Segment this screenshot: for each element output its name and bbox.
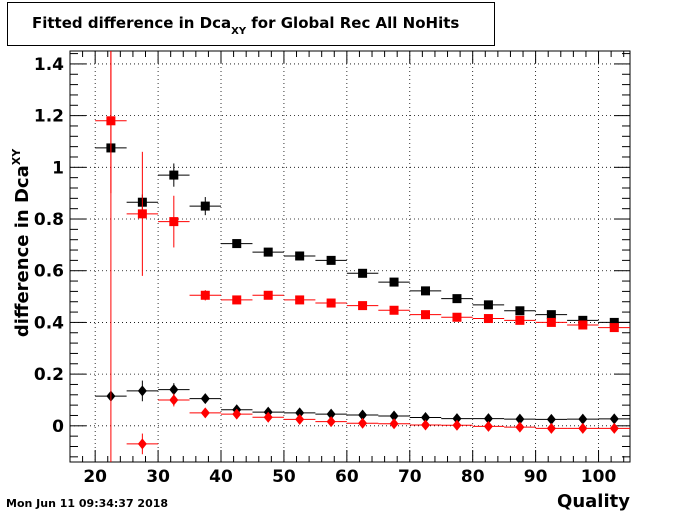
data-point-square: [421, 310, 431, 320]
data-point-diamond: [137, 438, 147, 450]
data-point-diamond: [295, 407, 305, 419]
data-point-diamond: [578, 422, 588, 434]
y-tick-label: 0.8: [34, 210, 64, 230]
data-point-square: [232, 295, 242, 305]
data-point-diamond: [326, 408, 336, 420]
x-tick-label: 70: [398, 467, 422, 487]
data-point-square: [263, 247, 273, 257]
data-point-diamond: [389, 410, 399, 422]
y-tick-label: 0: [52, 417, 64, 437]
data-point-square: [169, 217, 179, 227]
data-point-diamond: [421, 419, 431, 431]
data-point-diamond: [483, 420, 493, 432]
x-tick-label: 50: [272, 467, 296, 487]
data-point-diamond: [452, 413, 462, 425]
data-point-square: [609, 323, 619, 333]
data-point-square: [483, 300, 493, 310]
chart-title-box: Fitted difference in DcaXY for Global Re…: [7, 2, 495, 46]
data-series-1: [95, 143, 630, 327]
data-series-4: [126, 393, 630, 455]
data-point-square: [326, 298, 336, 308]
data-point-diamond: [200, 407, 210, 419]
data-point-square: [358, 268, 368, 278]
y-axis-label-text: difference in DcaXY: [10, 148, 33, 337]
data-point-diamond: [515, 421, 525, 433]
data-point-square: [452, 312, 462, 322]
data-point-square: [452, 294, 462, 304]
data-point-diamond: [609, 413, 619, 425]
data-point-square: [578, 315, 588, 325]
data-point-diamond: [169, 384, 179, 396]
data-point-diamond: [169, 394, 179, 406]
x-tick-label: 100: [581, 467, 617, 487]
data-point-square: [515, 315, 525, 325]
data-point-diamond: [295, 413, 305, 425]
y-axis-label: difference in DcaXY: [10, 148, 33, 337]
data-point-diamond: [515, 413, 525, 425]
data-point-diamond: [263, 411, 273, 423]
x-axis-label: Quality: [557, 491, 630, 512]
data-point-diamond: [546, 422, 556, 434]
axes: 20 30 40 50 60 70 80 90 100 0 0.2 0.4 0.6 0.8 1 1.2 1.4: [34, 50, 631, 487]
data-series-2: [95, 51, 630, 333]
data-point-square: [232, 239, 242, 249]
x-tick-label: 80: [461, 467, 485, 487]
data-point-square: [483, 314, 493, 324]
data-point-diamond: [483, 413, 493, 425]
data-point-square: [358, 301, 368, 311]
data-point-diamond: [389, 418, 399, 430]
data-point-square: [389, 277, 399, 287]
plot-frame: [69, 50, 631, 463]
data-point-square: [515, 306, 525, 316]
data-point-diamond: [200, 393, 210, 405]
data-point-square: [326, 255, 336, 265]
data-point-square: [295, 251, 305, 261]
data-point-square: [200, 290, 210, 300]
x-tick-label: 30: [146, 467, 170, 487]
y-tick-label: 1.2: [34, 107, 64, 127]
y-tick-label: 1.4: [34, 55, 64, 75]
data-point-square: [389, 305, 399, 315]
data-point-square: [546, 317, 556, 327]
chart-title-subscript: XY: [231, 26, 247, 37]
y-tick-label: 0.6: [34, 262, 64, 282]
data-point-square: [137, 209, 147, 219]
data-point-square: [263, 290, 273, 300]
y-tick-label: 1: [52, 158, 64, 178]
x-tick-label: 60: [335, 467, 359, 487]
data-points: [95, 51, 630, 462]
y-tick-label: 0.2: [34, 365, 64, 385]
data-point-diamond: [137, 385, 147, 397]
data-point-square: [200, 201, 210, 211]
data-point-diamond: [232, 408, 242, 420]
data-point-diamond: [358, 417, 368, 429]
data-point-diamond: [452, 419, 462, 431]
data-point-square: [169, 170, 179, 180]
data-point-square: [421, 286, 431, 296]
y-axis-label-main: difference in Dca: [12, 165, 33, 337]
data-point-square: [609, 317, 619, 327]
x-tick-label: 90: [524, 467, 548, 487]
grid-lines: [70, 51, 630, 462]
data-point-diamond: [609, 422, 619, 434]
data-point-diamond: [578, 413, 588, 425]
y-tick-label: 0.4: [34, 313, 64, 333]
data-point-diamond: [358, 409, 368, 421]
data-point-diamond: [326, 416, 336, 428]
chart-title-rest: for Global Rec All NoHits: [246, 14, 460, 32]
y-axis-label-subscript: XY: [10, 148, 23, 165]
data-point-square: [546, 310, 556, 320]
x-tick-label: 20: [83, 467, 107, 487]
chart-title-main: Fitted difference in Dca: [32, 14, 232, 32]
data-point-diamond: [546, 413, 556, 425]
data-point-square: [295, 295, 305, 305]
timestamp: Mon Jun 11 09:34:37 2018: [6, 497, 169, 510]
data-series-3: [95, 380, 630, 425]
data-point-diamond: [421, 412, 431, 424]
x-tick-label: 40: [209, 467, 233, 487]
data-point-square: [578, 320, 588, 330]
chart-title: Fitted difference in DcaXY for Global Re…: [32, 14, 460, 37]
